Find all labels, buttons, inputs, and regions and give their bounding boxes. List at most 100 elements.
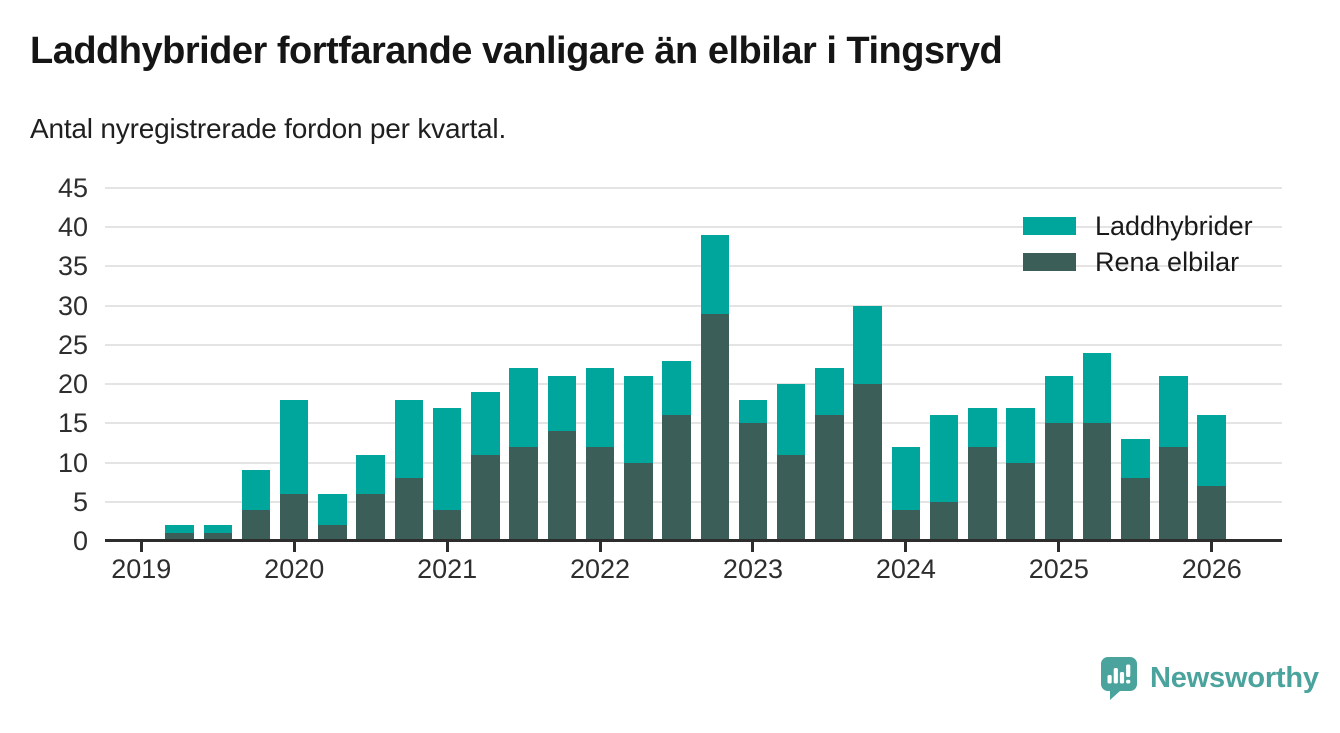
bar-segment-laddhybrider: [700, 235, 729, 314]
bar-segment-rena-elbilar: [1006, 462, 1035, 541]
legend-swatch-rena-elbilar: [1023, 253, 1076, 271]
page-title: Laddhybrider fortfarande vanligare än el…: [30, 30, 1003, 72]
bar-segment-rena-elbilar: [279, 493, 309, 541]
x-axis-tick-label: 2025: [1028, 554, 1089, 584]
bar-segment-laddhybrider: [241, 470, 271, 510]
bar-segment-rena-elbilar: [585, 446, 615, 541]
bar-segment-laddhybrider: [1082, 352, 1112, 424]
bar-segment-rena-elbilar: [891, 509, 921, 541]
bar-segment-laddhybrider: [738, 399, 768, 424]
bar-segment-rena-elbilar: [509, 446, 538, 541]
bar-segment-laddhybrider: [547, 376, 577, 432]
y-axis-tick-label: 30: [57, 290, 88, 321]
y-axis-tick-label: 5: [72, 486, 88, 517]
bar-segment-laddhybrider: [318, 493, 347, 526]
legend-item-rena-elbilar: Rena elbilar: [1023, 246, 1253, 277]
bar-segment-rena-elbilar: [1197, 486, 1226, 541]
x-axis-tick-label: 2022: [570, 554, 631, 584]
bar-segment-rena-elbilar: [815, 415, 844, 541]
bar-segment-laddhybrider: [279, 399, 309, 494]
y-axis-tick-label: 0: [72, 526, 88, 556]
x-axis-tick-label: 2026: [1181, 554, 1242, 584]
y-axis-tick-label: 25: [57, 329, 88, 360]
bar-segment-rena-elbilar: [738, 423, 768, 541]
bar-segment-rena-elbilar: [318, 525, 347, 541]
bar-segment-rena-elbilar: [203, 533, 232, 541]
bar-segment-rena-elbilar: [471, 454, 500, 541]
chart-subtitle: Antal nyregistrerade fordon per kvartal.: [30, 113, 507, 144]
legend-item-laddhybrider: Laddhybrider: [1023, 210, 1253, 241]
bar-segment-laddhybrider: [1044, 376, 1074, 424]
legend: Laddhybrider Rena elbilar: [1023, 210, 1253, 277]
x-axis-tick-label: 2020: [264, 554, 325, 584]
newsworthy-logo-icon: [1101, 657, 1137, 700]
bar-segment-rena-elbilar: [1159, 446, 1188, 541]
y-axis-tick-label: 45: [57, 173, 88, 203]
x-axis-tick-label: 2023: [722, 554, 783, 584]
bar-segment-rena-elbilar: [1121, 478, 1150, 541]
bar-segment-laddhybrider: [624, 376, 653, 463]
bar-segment-rena-elbilar: [624, 462, 653, 541]
bar-segment-laddhybrider: [776, 384, 806, 455]
legend-swatch-laddhybrider: [1023, 217, 1076, 235]
bar-segment-laddhybrider: [165, 525, 194, 534]
bar-segment-rena-elbilar: [929, 501, 959, 541]
bar-segment-laddhybrider: [509, 368, 538, 447]
gridline: [105, 461, 1282, 464]
bar-segment-laddhybrider: [1006, 407, 1035, 463]
y-axis-tick-label: 15: [57, 408, 88, 439]
bar-segment-rena-elbilar: [853, 384, 882, 541]
bar-segment-rena-elbilar: [394, 478, 424, 541]
gridline: [105, 422, 1282, 425]
y-axis-tick-label: 20: [57, 369, 88, 400]
x-axis-tick: [904, 542, 908, 552]
bar-segment-laddhybrider: [1159, 376, 1188, 447]
x-axis-tick: [139, 542, 143, 552]
bar-segment-laddhybrider: [662, 360, 691, 416]
bar-segment-rena-elbilar: [432, 509, 462, 541]
bar-segment-rena-elbilar: [241, 509, 271, 541]
legend-label: Rena elbilar: [1095, 246, 1240, 277]
bar-segment-laddhybrider: [968, 407, 997, 447]
gridline: [105, 265, 1282, 268]
gridline: [105, 343, 1282, 346]
bar-segment-laddhybrider: [815, 368, 844, 416]
bar-segment-rena-elbilar: [700, 313, 729, 541]
bar-segment-laddhybrider: [471, 391, 500, 455]
x-axis-tick: [445, 542, 449, 552]
bar-segment-laddhybrider: [203, 525, 232, 534]
newsworthy-brand: Newsworthy: [1100, 656, 1319, 700]
x-axis-tick: [598, 542, 602, 552]
gridline: [105, 304, 1282, 307]
bar-segment-rena-elbilar: [165, 533, 194, 541]
bar-segment-laddhybrider: [356, 454, 385, 494]
bar-segment-rena-elbilar: [968, 446, 997, 541]
bar-segment-rena-elbilar: [662, 415, 691, 541]
x-axis-tick: [1210, 542, 1214, 552]
bar-segment-laddhybrider: [394, 399, 424, 479]
x-axis-tick: [1057, 542, 1061, 552]
gridline: [105, 187, 1282, 189]
bar-segment-laddhybrider: [1121, 439, 1150, 479]
x-axis-tick-label: 2021: [417, 554, 478, 584]
bar-segment-laddhybrider: [1197, 415, 1226, 487]
gridline: [105, 383, 1282, 386]
gridline: [105, 226, 1282, 229]
bar-segment-laddhybrider: [432, 407, 462, 510]
bar-segment-laddhybrider: [853, 305, 882, 385]
bar-segment-laddhybrider: [891, 446, 921, 510]
x-axis-tick: [751, 542, 755, 552]
bar-segment-rena-elbilar: [1044, 423, 1074, 541]
legend-label: Laddhybrider: [1095, 210, 1253, 241]
brand-name: Newsworthy: [1150, 662, 1319, 694]
y-axis-tick-label: 10: [57, 447, 88, 478]
bar-segment-rena-elbilar: [547, 431, 577, 541]
bar-segment-laddhybrider: [585, 368, 615, 447]
gridline: [105, 500, 1282, 503]
y-axis-tick-label: 40: [57, 212, 88, 243]
x-axis-tick-label: 2024: [875, 554, 936, 584]
x-axis-tick-label: 2019: [111, 554, 172, 584]
bar-segment-rena-elbilar: [356, 493, 385, 541]
